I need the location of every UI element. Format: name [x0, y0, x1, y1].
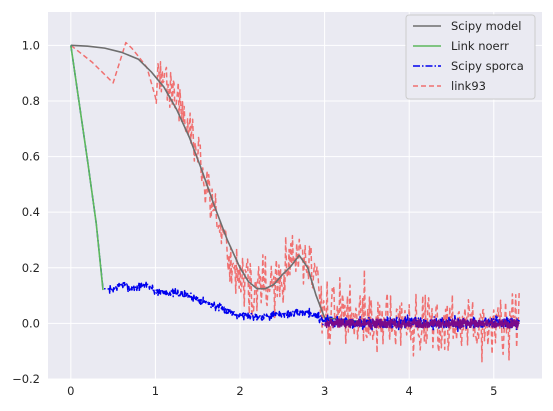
x-axis-ticks: 0 1 2 3 4 5 — [67, 384, 497, 398]
legend-label-link93: link93 — [451, 79, 486, 93]
x-tick-label: 1 — [152, 384, 159, 398]
grid — [48, 12, 542, 380]
y-tick-label: 0.4 — [22, 205, 40, 219]
x-tick-label: 2 — [236, 384, 243, 398]
y-tick-label: 0.0 — [22, 316, 40, 330]
legend-box — [405, 14, 536, 100]
x-tick-label: 3 — [321, 384, 328, 398]
y-tick-label: −0.2 — [12, 372, 40, 386]
x-tick-label: 5 — [490, 384, 497, 398]
legend-label-link-noerr: Link noerr — [451, 39, 509, 53]
legend-label-scipy-sporca: Scipy sporca — [451, 59, 524, 73]
legend: Scipy model Link noerr Scipy sporca link… — [405, 14, 536, 100]
series-line-scipy-sporca — [70, 45, 520, 333]
y-tick-label: 0.6 — [22, 150, 40, 164]
y-axis-ticks: −0.2 0.0 0.2 0.4 0.6 0.8 1.0 — [12, 38, 40, 386]
y-tick-label: 0.2 — [22, 261, 40, 275]
legend-label-scipy-model: Scipy model — [451, 19, 521, 33]
y-tick-label: 1.0 — [22, 38, 40, 52]
overlap-band — [324, 317, 520, 330]
data-series — [70, 41, 520, 363]
y-tick-label: 0.8 — [22, 94, 40, 108]
series-line-link-noerr — [70, 45, 104, 291]
x-tick-label: 4 — [406, 384, 413, 398]
x-tick-label: 0 — [67, 384, 74, 398]
